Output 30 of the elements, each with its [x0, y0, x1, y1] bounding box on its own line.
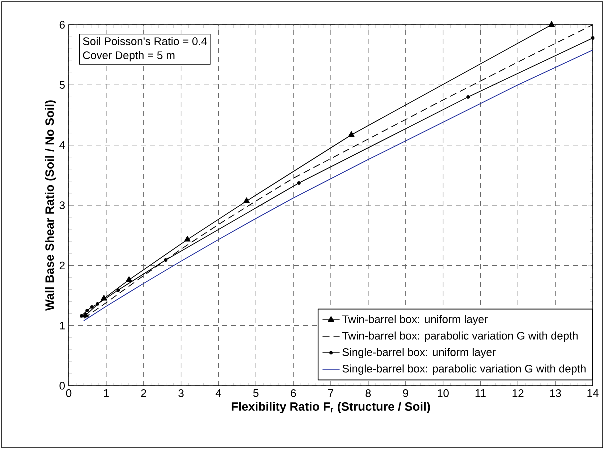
- y-axis-title: Wall Base Shear Ratio (Soil / No Soil): [45, 100, 56, 311]
- x-tick-label: 0: [66, 390, 72, 398]
- x-tick-label: 12: [512, 390, 524, 398]
- legend-label: Twin-barrel box: parabolic variation G with depth: [342, 332, 578, 342]
- y-tick-label: 3: [60, 202, 65, 210]
- annotation: Cover Depth = 5 m: [83, 51, 175, 62]
- legend-label: Single-barrel box: parabolic variation G with depth: [342, 364, 586, 375]
- y-tick-label: 2: [60, 262, 65, 270]
- x-tick-label: 10: [438, 390, 449, 398]
- x-tick-label: 8: [366, 390, 372, 398]
- x-tick-label: 14: [588, 390, 599, 398]
- legend-label: Twin-barrel box: uniform layer: [342, 315, 488, 326]
- x-tick-label: 5: [254, 390, 259, 398]
- x-axis-title: Flexibility Ratio F$_{r}$ (Structure / Soil): [232, 402, 430, 414]
- y-tick-label: 0: [60, 382, 66, 390]
- x-tick-label: 4: [216, 390, 222, 398]
- x-tick-label: 9: [403, 390, 408, 398]
- x-tick-label: 7: [328, 390, 334, 398]
- x-tick-label: 3: [178, 390, 184, 398]
- annotation: Soil Poisson's Ratio = 0.4: [83, 37, 208, 46]
- x-tick-label: 13: [550, 390, 562, 398]
- x-tick-label: 6: [291, 390, 296, 398]
- legend-label: Single-barrel box: uniform layer: [342, 348, 496, 358]
- x-tick-label: 11: [476, 390, 486, 398]
- x-tick-label: 2: [141, 390, 146, 398]
- x-tick-label: 1: [104, 390, 109, 398]
- y-tick-label: 5: [60, 81, 65, 90]
- y-tick-label: 1: [60, 322, 65, 330]
- y-tick-label: 6: [60, 21, 65, 29]
- y-tick-label: 4: [60, 142, 66, 150]
